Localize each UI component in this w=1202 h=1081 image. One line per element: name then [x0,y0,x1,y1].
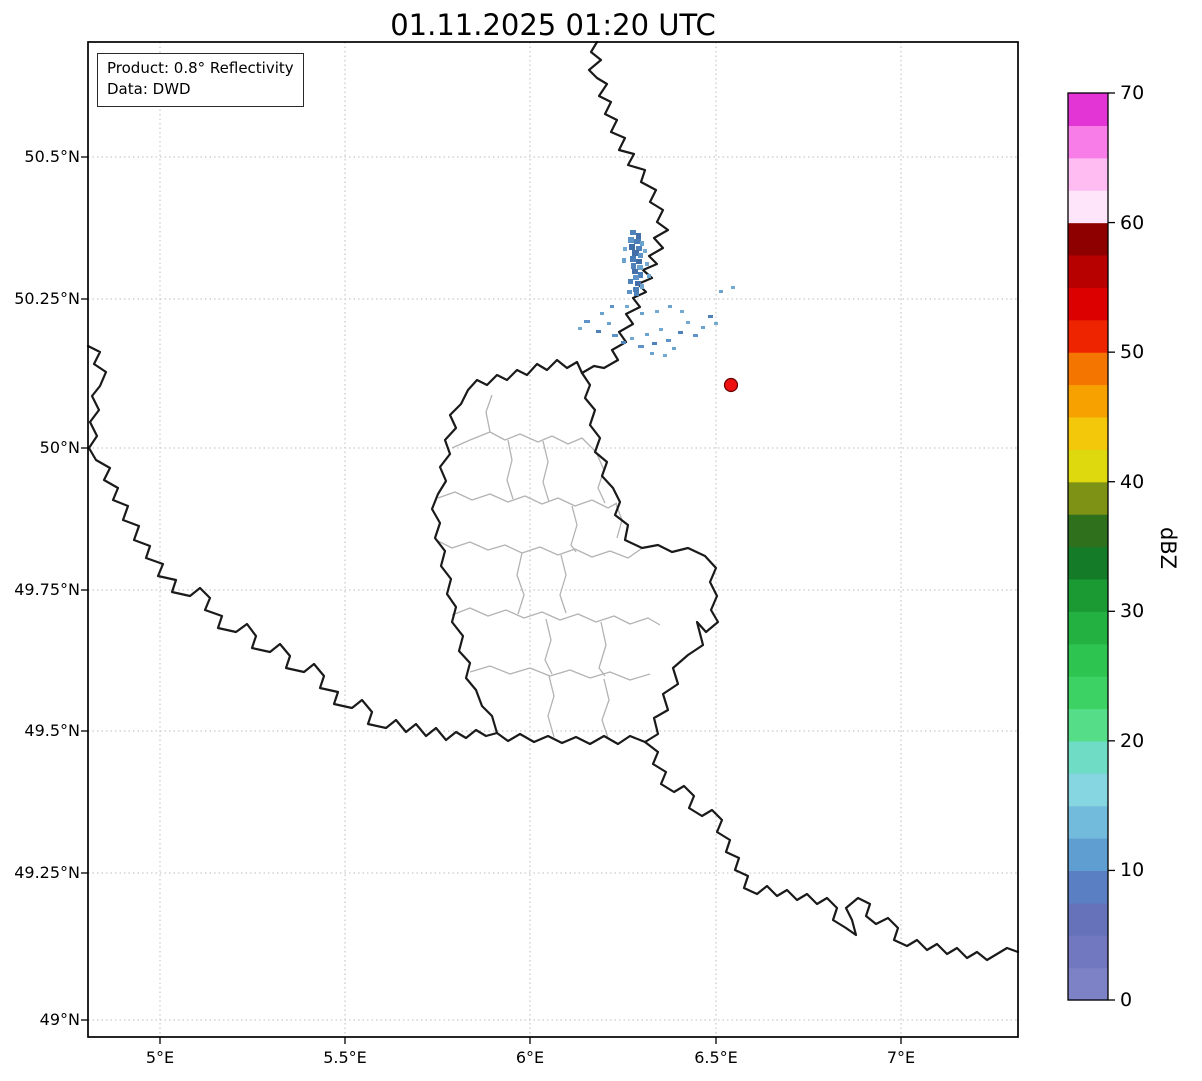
colorbar-tick-label: 60 [1120,211,1145,234]
y-tick-label: 49.25°N [14,863,80,882]
colorbar-tick-label: 0 [1120,989,1133,1011]
luxembourg-canton-borders [435,394,661,739]
product-info-box: Product: 0.8° Reflectivity Data: DWD [97,53,304,107]
x-tick-label: 5.5°E [323,1048,367,1067]
radar-echoes [578,230,735,357]
x-tick-label: 7°E [886,1048,916,1067]
colorbar-tick-label: 50 [1120,341,1145,364]
y-tick-label: 49°N [39,1010,80,1029]
country-borders [86,40,1020,962]
colorbar-tick-label: 20 [1120,729,1145,752]
y-tick-label: 49.5°N [24,721,80,740]
colorbar-tick-label: 40 [1120,470,1145,493]
colorbar-tick-label: 70 [1120,82,1145,104]
colorbar-tick-label: 30 [1120,600,1145,623]
colorbar-tick-label: 10 [1120,859,1145,882]
product-info-line: Product: 0.8° Reflectivity [107,59,294,77]
x-tick-label: 6°E [515,1048,545,1067]
x-tick-label: 6.5°E [694,1048,738,1067]
axis-tick-marks [81,156,902,1044]
colorbar-swatches [1067,92,1115,1001]
x-tick-label: 5°E [145,1048,175,1067]
radar-site-marker [723,377,739,393]
figure-title: 01.11.2025 01:20 UTC [390,8,716,42]
data-source-line: Data: DWD [107,80,191,99]
y-tick-label: 50.5°N [24,147,80,166]
grid-lines [88,42,1018,1037]
y-tick-label: 50.25°N [14,289,80,308]
y-tick-label: 49.75°N [14,580,80,599]
y-tick-label: 50°N [39,438,80,457]
colorbar-unit-label: dBZ [1156,526,1180,570]
axes-frame [87,41,1019,1038]
